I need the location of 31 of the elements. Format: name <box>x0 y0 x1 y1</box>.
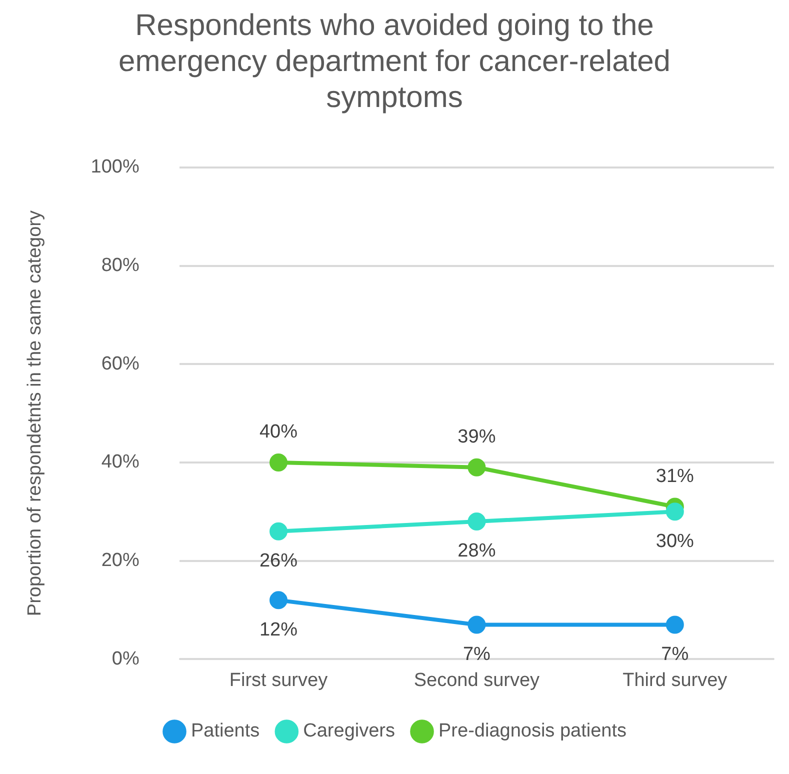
y-axis-title: Proportion of respondetnts in the same category <box>24 210 46 616</box>
point <box>666 616 684 634</box>
legend-label: Caregivers <box>303 720 396 742</box>
data-label: 39% <box>458 426 496 448</box>
y-tick-label: 80% <box>101 254 140 276</box>
data-label: 30% <box>656 530 694 552</box>
point <box>468 616 486 634</box>
y-tick-label: 100% <box>90 156 140 178</box>
point <box>269 591 288 610</box>
legend-label: Pre-diagnosis patients <box>438 720 627 742</box>
data-label: 7% <box>661 644 689 666</box>
data-label: 7% <box>462 644 491 666</box>
data-label: 40% <box>259 422 298 443</box>
data-label: 26% <box>259 550 298 572</box>
point <box>269 453 288 472</box>
y-tick-label: 0% <box>112 648 140 670</box>
data-label: 31% <box>656 466 694 487</box>
y-tick-label: 60% <box>101 353 140 374</box>
data-label: 28% <box>458 540 496 562</box>
point <box>468 512 486 530</box>
x-tick-label: Third survey <box>622 670 728 691</box>
x-tick-label: Second survey <box>414 670 540 691</box>
y-tick-label: 40% <box>101 452 140 473</box>
chart-title: Respondents who avoided going to the emergency department for cancer-related symptoms <box>118 8 672 116</box>
data-label: 12% <box>259 619 298 640</box>
y-tick-label: 20% <box>101 550 140 572</box>
point <box>269 522 288 540</box>
point <box>468 458 486 476</box>
point <box>666 502 684 521</box>
x-tick-label: First survey <box>229 670 328 691</box>
legend-label: Patients <box>190 720 260 742</box>
